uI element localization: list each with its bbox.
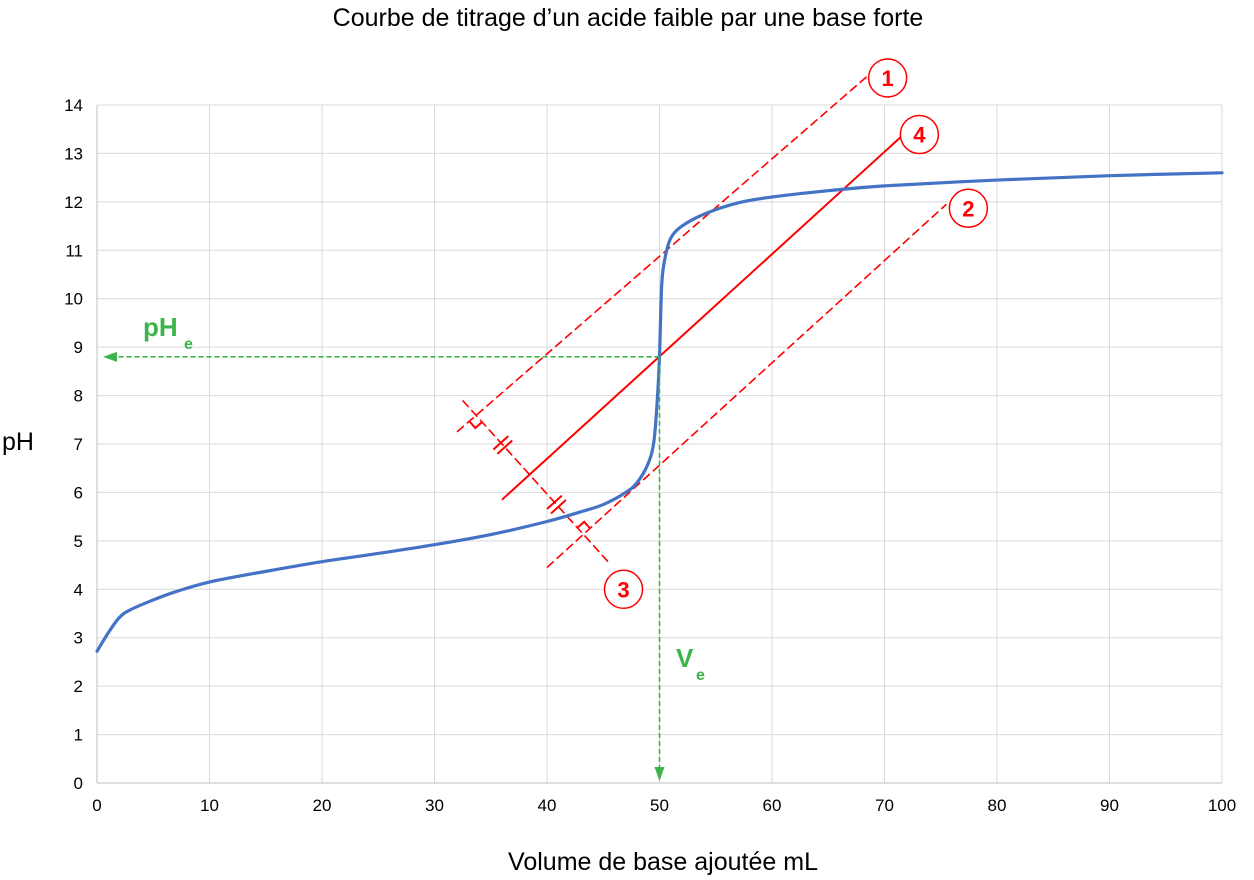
y-tick-label: 11 <box>65 241 83 260</box>
y-tick-label: 10 <box>64 290 83 309</box>
y-tick-label: 8 <box>74 387 83 406</box>
x-axis-label: Volume de base ajoutée mL <box>508 848 818 876</box>
y-tick-label: 3 <box>74 629 83 648</box>
x-tick-label: 90 <box>1100 796 1119 815</box>
y-tick-label: 4 <box>74 580 83 599</box>
marker-2-label: 2 <box>962 196 974 221</box>
y-tick-label: 0 <box>74 774 83 793</box>
equal-length-tick <box>492 435 509 451</box>
right-angle-marker <box>468 420 483 430</box>
y-tick-label: 12 <box>64 193 83 212</box>
x-tick-label: 70 <box>875 796 894 815</box>
marker-3-label: 3 <box>617 577 629 602</box>
perpendicular-line-3 <box>462 399 610 564</box>
equal-length-tick <box>546 494 563 510</box>
y-tick-label: 13 <box>64 144 83 163</box>
y-tick-label: 6 <box>74 483 83 502</box>
marker-2-circle <box>948 188 989 229</box>
Ve-label: V <box>676 643 694 673</box>
x-tick-label: 50 <box>650 796 669 815</box>
equidistant-line-4 <box>501 135 903 501</box>
marker-1-label: 1 <box>882 66 894 91</box>
marker-1-circle <box>867 58 908 98</box>
x-tick-label: 10 <box>200 796 219 815</box>
y-axis-label: pH <box>2 428 34 456</box>
y-tick-label: 9 <box>74 338 83 357</box>
tangent-line-2 <box>546 203 947 569</box>
equal-length-tick <box>550 499 567 515</box>
x-tick-label: 80 <box>988 796 1007 815</box>
y-tick-label: 1 <box>74 726 83 745</box>
x-tick-label: 20 <box>313 796 332 815</box>
marker-4-label: 4 <box>913 122 926 147</box>
pHe-label: pH <box>143 312 178 342</box>
x-tick-label: 30 <box>425 796 444 815</box>
y-tick-label: 5 <box>74 532 83 551</box>
x-tick-label: 100 <box>1208 796 1236 815</box>
x-tick-label: 0 <box>92 796 101 815</box>
pHe-subscript: e <box>184 336 193 353</box>
Ve-arrowhead <box>654 767 665 781</box>
marker-4-circle <box>899 114 940 155</box>
titration-curve <box>95 171 1224 653</box>
Ve-subscript: e <box>696 667 705 684</box>
y-tick-label: 14 <box>64 96 83 115</box>
chart-title: Courbe de titrage d’un acide faible par … <box>333 4 924 32</box>
x-tick-labels: 0 10 20 30 40 50 60 70 80 90 100 <box>92 796 1236 815</box>
x-tick-label: 60 <box>763 796 782 815</box>
y-tick-label: 2 <box>74 677 83 696</box>
tangent-line-1 <box>456 75 869 433</box>
y-tick-label: 7 <box>74 435 83 454</box>
equal-length-tick <box>496 439 513 455</box>
marker-3-circle <box>603 569 644 610</box>
pHe-arrowhead <box>103 351 117 362</box>
x-tick-label: 40 <box>538 796 557 815</box>
annotation-markers: 1 4 2 3 <box>603 58 989 610</box>
construction-lines <box>456 75 947 569</box>
right-angle-marker <box>576 520 591 530</box>
